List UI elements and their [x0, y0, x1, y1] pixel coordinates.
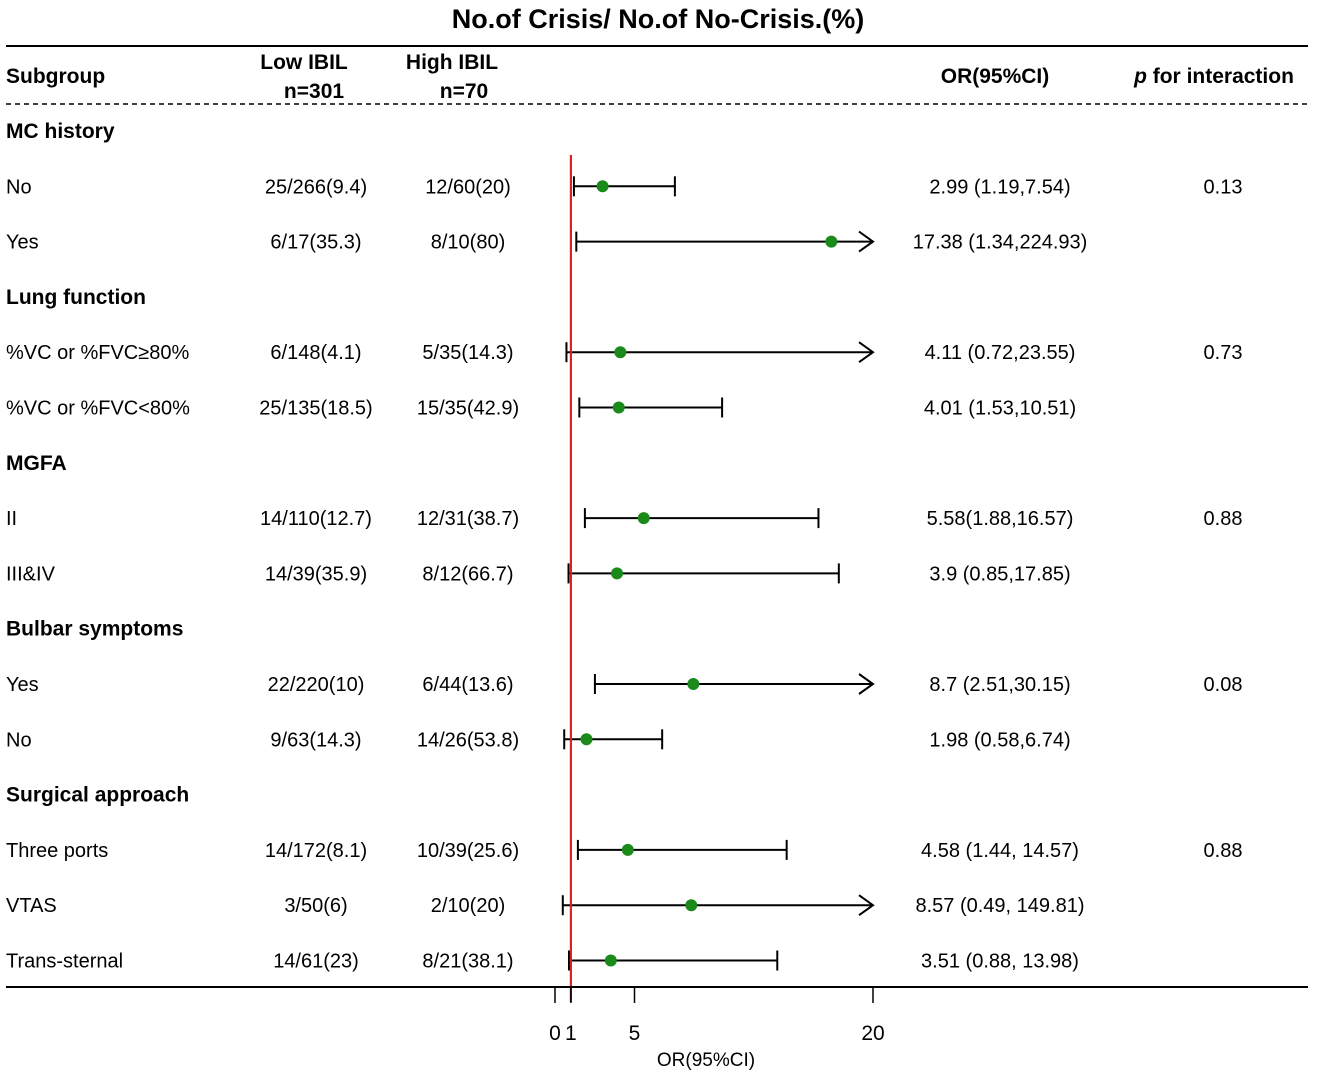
or-ci-text: 5.58(1.88,16.57): [927, 508, 1074, 530]
header-high-ibil: High IBIL: [406, 51, 498, 74]
x-tick-label: 1: [565, 1022, 577, 1045]
low-ibil-value: 6/148(4.1): [270, 342, 361, 364]
header-subgroup: Subgroup: [6, 65, 105, 88]
row-label: III&IV: [6, 563, 56, 585]
row-label: %VC or %FVC≥80%: [6, 342, 189, 364]
or-ci-text: 3.51 (0.88, 13.98): [921, 951, 1079, 973]
x-tick-label: 5: [629, 1022, 641, 1045]
header-or: OR(95%CI): [941, 65, 1050, 88]
header-low-ibil: Low IBIL: [260, 51, 348, 74]
or-point: [612, 401, 625, 414]
ci-upper-arrow: [858, 230, 875, 253]
table-rows: MC history No 25/266(9.4) 12/60(20) 2.99 (1.…: [6, 120, 1242, 973]
low-ibil-value: 3/50(6): [284, 895, 347, 917]
group-label: Bulbar symptoms: [6, 618, 183, 641]
row-label: VTAS: [6, 895, 57, 917]
p-interaction-value: 0.08: [1204, 674, 1243, 696]
or-point: [580, 733, 593, 746]
ci-upper-arrow: [858, 673, 875, 695]
or-ci-text: 17.38 (1.34,224.93): [913, 232, 1088, 254]
group-label: Lung function: [6, 286, 146, 309]
high-ibil-value: 8/10(80): [431, 232, 506, 254]
low-ibil-value: 14/39(35.9): [265, 563, 367, 585]
or-ci-text: 8.57 (0.49, 149.81): [915, 895, 1084, 917]
high-ibil-value: 15/35(42.9): [417, 398, 519, 420]
row-label: Three ports: [6, 840, 108, 862]
x-axis-label: OR(95%CI): [657, 1050, 755, 1071]
row-label: Yes: [6, 674, 39, 696]
x-tick-label: 20: [861, 1022, 884, 1045]
header-high-n: n=70: [440, 80, 488, 103]
or-point: [596, 180, 609, 193]
low-ibil-value: 14/61(23): [273, 951, 359, 973]
low-ibil-value: 9/63(14.3): [270, 729, 361, 751]
header-p-interaction: p for interaction: [1133, 65, 1294, 88]
high-ibil-value: 10/39(25.6): [417, 840, 519, 862]
header-p-italic: p: [1133, 65, 1147, 88]
group-label: Surgical approach: [6, 784, 189, 807]
or-point: [604, 954, 617, 967]
ci-upper-arrow: [858, 341, 875, 364]
high-ibil-value: 6/44(13.6): [422, 674, 513, 696]
row-label: II: [6, 508, 17, 530]
row-label: Yes: [6, 232, 39, 254]
p-interaction-value: 0.13: [1204, 176, 1243, 198]
ci-upper-arrow: [858, 894, 875, 917]
row-label: %VC or %FVC<80%: [6, 398, 190, 420]
low-ibil-value: 6/17(35.3): [270, 232, 361, 254]
row-label: Trans-sternal: [6, 951, 123, 973]
group-label: MC history: [6, 120, 115, 143]
p-interaction-value: 0.88: [1204, 840, 1243, 862]
or-ci-text: 1.98 (0.58,6.74): [929, 729, 1070, 751]
or-ci-text: 4.58 (1.44, 14.57): [921, 840, 1079, 862]
or-point: [825, 235, 838, 248]
forest-marks: [561, 155, 875, 1002]
high-ibil-value: 8/12(66.7): [422, 563, 513, 585]
or-point: [687, 678, 700, 690]
or-ci-text: 8.7 (2.51,30.15): [929, 674, 1070, 696]
or-ci-text: 2.99 (1.19,7.54): [929, 176, 1070, 198]
high-ibil-value: 12/31(38.7): [417, 508, 519, 530]
high-ibil-value: 14/26(53.8): [417, 729, 519, 751]
low-ibil-value: 22/220(10): [268, 674, 365, 696]
group-label: MGFA: [6, 452, 67, 475]
x-tick-label: 0: [549, 1022, 561, 1045]
p-interaction-value: 0.73: [1204, 342, 1243, 364]
or-point: [611, 567, 624, 580]
or-point: [685, 899, 698, 912]
low-ibil-value: 25/266(9.4): [265, 176, 367, 198]
or-ci-text: 4.01 (1.53,10.51): [924, 398, 1076, 420]
header-p-rest: for interaction: [1147, 65, 1294, 88]
row-label: No: [6, 176, 32, 198]
x-axis: 0 1 5 20: [549, 987, 885, 1045]
chart-title: No.of Crisis/ No.of No-Crisis.(%): [452, 4, 865, 34]
or-point: [637, 512, 650, 525]
or-ci-text: 4.11 (0.72,23.55): [925, 342, 1076, 364]
high-ibil-value: 8/21(38.1): [422, 951, 513, 973]
p-interaction-value: 0.88: [1204, 508, 1243, 530]
or-point: [621, 843, 634, 856]
or-point: [614, 346, 627, 359]
row-label: No: [6, 729, 32, 751]
high-ibil-value: 12/60(20): [425, 176, 511, 198]
high-ibil-value: 2/10(20): [431, 895, 506, 917]
or-ci-text: 3.9 (0.85,17.85): [929, 563, 1070, 585]
header-low-n: n=301: [284, 80, 344, 103]
low-ibil-value: 14/172(8.1): [265, 840, 367, 862]
low-ibil-value: 14/110(12.7): [260, 508, 372, 530]
high-ibil-value: 5/35(14.3): [422, 342, 513, 364]
low-ibil-value: 25/135(18.5): [259, 398, 372, 420]
